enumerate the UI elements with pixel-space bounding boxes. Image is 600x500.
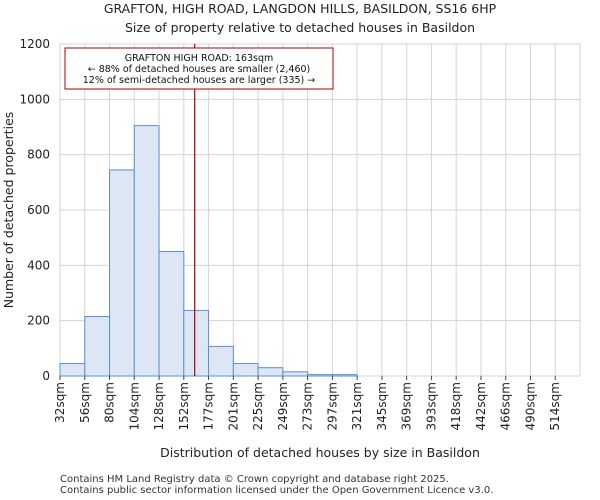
annotation-line-3: 12% of semi-detached houses are larger (…	[83, 75, 316, 86]
bar-80sqm	[109, 169, 135, 377]
x-tick-label: 152sqm	[177, 382, 191, 430]
bar-152sqm	[183, 309, 210, 377]
x-tick-label: 418sqm	[449, 382, 463, 430]
bar-297sqm	[331, 374, 358, 377]
y-tick-label: 1000	[19, 92, 50, 106]
annotation-box	[64, 47, 334, 90]
x-tick-label: 56sqm	[78, 382, 92, 423]
x-tick-label: 80sqm	[103, 382, 117, 423]
bar-128sqm	[158, 251, 185, 377]
x-tick-label: 393sqm	[424, 382, 438, 430]
x-tick-label: 297sqm	[325, 382, 339, 430]
bar-225sqm	[257, 367, 284, 377]
x-tick-label: 225sqm	[251, 382, 265, 430]
chart-title-line-2: Size of property relative to detached ho…	[125, 20, 475, 35]
x-tick-label: 32sqm	[53, 382, 67, 423]
y-axis-label: Number of detached properties	[1, 112, 16, 309]
bar-32sqm	[59, 363, 86, 377]
bars-group	[59, 125, 358, 377]
bar-249sqm	[282, 371, 309, 377]
x-axis-ticks: 32sqm 56sqm 80sqm 104sqm 128sqm 152sqm 177sqm 2…	[53, 376, 562, 430]
x-tick-label: 369sqm	[400, 382, 414, 430]
y-tick-label: 200	[27, 314, 50, 328]
bar-201sqm	[232, 363, 259, 377]
y-tick-label: 1200	[19, 37, 50, 51]
x-tick-label: 321sqm	[350, 382, 364, 430]
y-tick-label: 0	[42, 369, 50, 383]
bar-177sqm	[208, 345, 234, 377]
x-tick-label: 249sqm	[276, 382, 290, 430]
y-tick-label: 400	[27, 258, 50, 272]
x-tick-label: 514sqm	[548, 382, 562, 430]
bar-273sqm	[307, 374, 333, 377]
bar-104sqm	[133, 125, 160, 377]
y-tick-label: 800	[27, 148, 50, 162]
x-tick-label: 177sqm	[202, 382, 216, 430]
x-tick-label: 273sqm	[301, 382, 315, 430]
footer-line-1: Contains HM Land Registry data © Crown c…	[60, 474, 449, 485]
chart-title-line-1: GRAFTON, HIGH ROAD, LANGDON HILLS, BASIL…	[104, 1, 497, 16]
bar-56sqm	[84, 316, 111, 377]
x-axis-label: Distribution of detached houses by size …	[160, 445, 480, 460]
footer-line-2: Contains public sector information licen…	[60, 485, 493, 496]
x-tick-label: 201sqm	[226, 382, 240, 430]
annotation-line-1: GRAFTON HIGH ROAD: 163sqm	[125, 53, 274, 64]
y-tick-label: 600	[27, 203, 50, 217]
x-tick-label: 345sqm	[375, 382, 389, 430]
x-tick-label: 104sqm	[127, 382, 141, 430]
x-tick-label: 466sqm	[499, 382, 513, 430]
x-tick-label: 490sqm	[523, 382, 537, 430]
x-tick-label: 128sqm	[152, 382, 166, 430]
x-tick-label: 442sqm	[474, 382, 488, 430]
annotation-line-2: ← 88% of detached houses are smaller (2,…	[88, 64, 311, 75]
y-axis-ticks: 0 200 400 600 800 1000 1200	[19, 37, 50, 383]
